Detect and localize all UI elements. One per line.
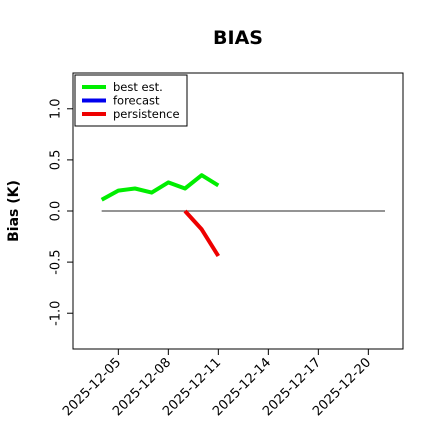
- y-axis-label: Bias (K): [6, 180, 22, 242]
- y-tick-label: 1.0: [49, 98, 64, 119]
- y-tick-label: -1.0: [49, 301, 64, 326]
- y-tick-label: 0.5: [49, 150, 64, 171]
- legend-label: persistence: [113, 107, 180, 121]
- y-tick-label: 0.0: [49, 201, 64, 222]
- y-tick-label: -0.5: [49, 249, 64, 274]
- series-line-best-est: [100, 173, 220, 202]
- legend-label: forecast: [113, 94, 160, 108]
- legend-label: best est.: [113, 80, 163, 94]
- series-line-persistence: [183, 209, 220, 258]
- chart-title: BIAS: [213, 27, 263, 49]
- series-layer: [100, 173, 220, 258]
- x-axis: 2025-12-052025-12-082025-12-112025-12-14…: [60, 349, 374, 419]
- y-axis: -1.0 -0.5 0.0 0.5 1.0: [49, 98, 73, 326]
